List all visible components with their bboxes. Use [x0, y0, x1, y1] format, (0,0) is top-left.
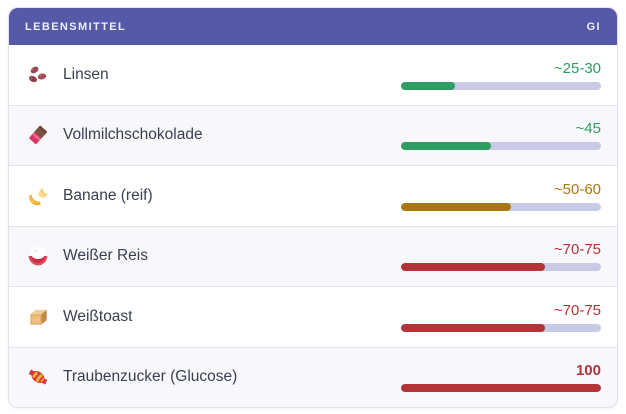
- gi-bar-fill: [401, 81, 455, 90]
- gi-value: 100: [575, 362, 601, 380]
- food-label: Banane (reif): [63, 186, 153, 204]
- gi-bar-fill: [401, 202, 511, 211]
- gi-bar-fill: [401, 142, 491, 151]
- food-cell: Linsen: [26, 63, 109, 87]
- gi-bar: [401, 81, 601, 90]
- food-cell: Weißer Reis: [26, 244, 148, 268]
- gi-bar: [401, 384, 601, 393]
- table-row: Weißtoast ~70-75: [9, 286, 617, 347]
- gi-value: ~70-75: [553, 241, 601, 259]
- gi-bar-fill: [401, 384, 601, 393]
- gi-value: ~25-30: [553, 59, 601, 77]
- food-cell: Weißtoast: [26, 305, 133, 329]
- food-label: Vollmilchschokolade: [63, 126, 203, 144]
- table-row: Weißer Reis ~70-75: [9, 225, 617, 286]
- gi-cell: 100: [401, 362, 601, 393]
- rice-icon: [28, 247, 48, 266]
- gi-cell: ~25-30: [401, 60, 601, 90]
- food-cell: Traubenzucker (Glucose): [26, 365, 237, 389]
- gi-value: ~45: [575, 120, 601, 138]
- banana-icon: [26, 184, 50, 208]
- gi-bar: [401, 323, 601, 332]
- chocolate-icon: [26, 123, 50, 147]
- gi-value: ~70-75: [553, 301, 601, 319]
- beans-icon: [26, 63, 50, 87]
- gi-cell: ~70-75: [401, 302, 601, 332]
- table-row: Banane (reif) ~50-60: [9, 165, 617, 226]
- gi-bar: [401, 263, 601, 272]
- gi-bar-fill: [401, 263, 545, 272]
- gi-bar: [401, 142, 601, 151]
- table-row: Traubenzucker (Glucose) 100: [9, 346, 617, 407]
- gi-table-card: LEBENSMITTEL GI Linsen ~25-3: [8, 7, 618, 408]
- table-body: Linsen ~25-30: [9, 45, 617, 407]
- gi-bar: [401, 202, 601, 211]
- gi-cell: ~70-75: [401, 241, 601, 272]
- table-row: Vollmilchschokolade ~45: [9, 104, 617, 165]
- table-row: Linsen ~25-30: [9, 45, 617, 105]
- column-header-gi: GI: [586, 20, 601, 33]
- food-label: Linsen: [63, 65, 109, 83]
- food-cell: Banane (reif): [26, 184, 153, 208]
- toast-icon: [30, 309, 47, 325]
- food-cell: Vollmilchschokolade: [26, 123, 203, 147]
- column-header-food: LEBENSMITTEL: [25, 20, 127, 33]
- gi-value: ~50-60: [553, 180, 601, 198]
- gi-bar-fill: [401, 323, 545, 332]
- table-header: LEBENSMITTEL GI: [9, 8, 617, 45]
- gi-cell: ~50-60: [401, 181, 601, 211]
- food-label: Weißtoast: [63, 307, 133, 325]
- candy-icon: [28, 369, 48, 385]
- gi-cell: ~45: [401, 120, 601, 151]
- food-label: Weißer Reis: [63, 247, 148, 265]
- food-label: Traubenzucker (Glucose): [63, 368, 238, 386]
